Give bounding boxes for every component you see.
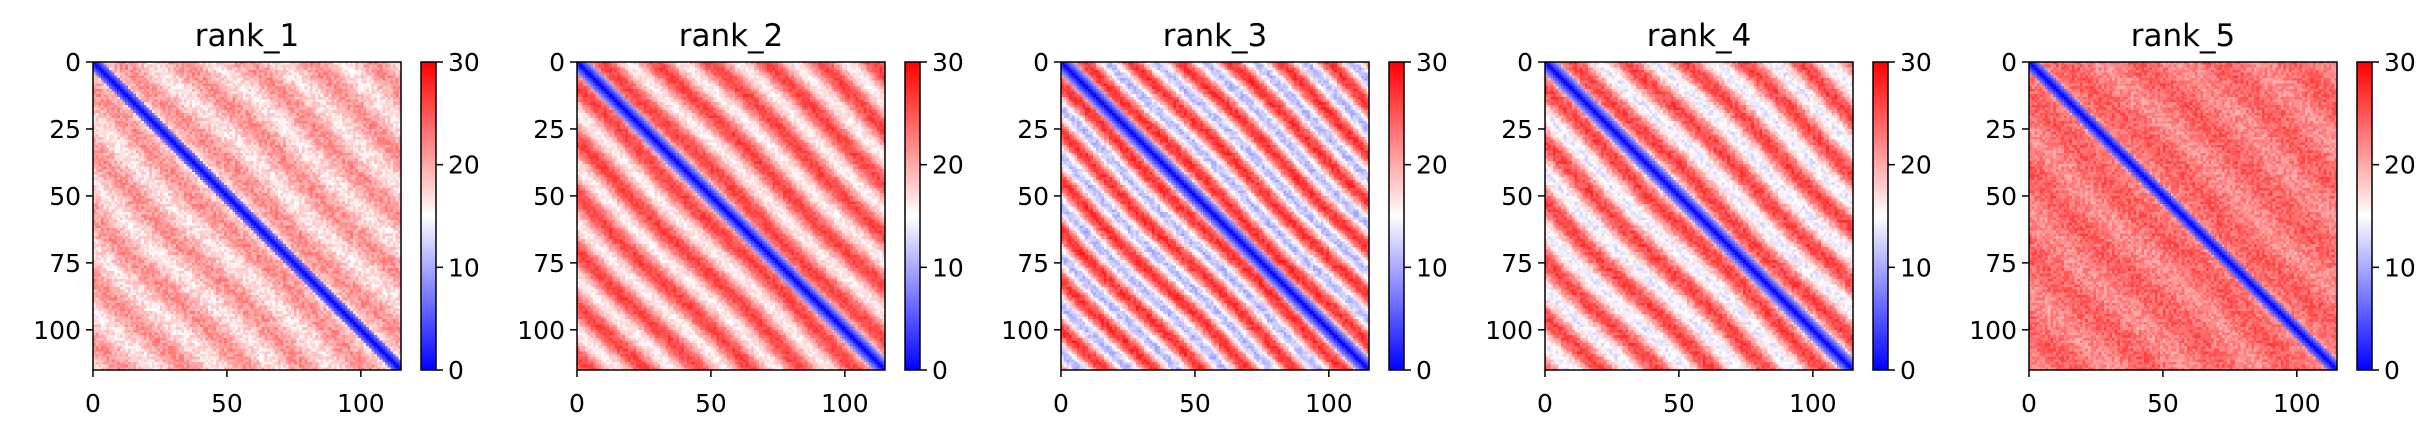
colorbar-tick-label: 0 — [932, 356, 948, 385]
y-tick-label: 100 — [517, 316, 565, 345]
panel-2: rank_2 0 50 100 0 25 50 75 100 0 10 20 30 — [517, 18, 964, 418]
axes-frame — [1060, 61, 1370, 371]
y-tick-label: 100 — [1485, 316, 1533, 345]
colorbar-tick-label: 30 — [448, 48, 480, 77]
x-tick-label: 0 — [1053, 389, 1069, 418]
panel-5: rank_5 0 50 100 0 25 50 75 100 0 10 20 30 — [1969, 18, 2416, 418]
heatmap-image — [2029, 62, 2337, 370]
y-tick-label: 100 — [1969, 316, 2017, 345]
colorbar — [905, 62, 920, 370]
y-tick-label: 0 — [2001, 48, 2017, 77]
colorbar — [1873, 62, 1888, 370]
y-tick-label: 75 — [49, 249, 81, 278]
colorbar-tick-label: 20 — [1416, 151, 1448, 180]
colorbar-tick-label: 30 — [1900, 48, 1932, 77]
colorbar — [2357, 62, 2372, 370]
x-tick-label: 100 — [337, 389, 385, 418]
colorbar — [1389, 62, 1404, 370]
y-tick-label: 25 — [1501, 115, 1533, 144]
colorbar-frame — [420, 61, 437, 371]
colorbar-tick-label: 30 — [932, 48, 964, 77]
y-tick-label: 75 — [1985, 249, 2017, 278]
colorbar-tick-label: 20 — [2384, 151, 2416, 180]
x-tick-label: 50 — [2147, 389, 2179, 418]
panel-title: rank_3 — [1163, 18, 1268, 54]
y-tick-label: 0 — [1517, 48, 1533, 77]
colorbar-frame — [1388, 61, 1405, 371]
panel-title: rank_5 — [2131, 18, 2236, 54]
colorbar-tick-label: 10 — [1416, 253, 1448, 282]
colorbar-tick-label: 0 — [1900, 356, 1916, 385]
y-tick-label: 100 — [33, 316, 81, 345]
colorbar-tick-label: 20 — [448, 151, 480, 180]
x-tick-label: 50 — [695, 389, 727, 418]
y-tick-label: 50 — [1017, 182, 1049, 211]
x-tick-label: 100 — [1789, 389, 1837, 418]
x-tick-label: 50 — [1179, 389, 1211, 418]
colorbar-frame — [2356, 61, 2373, 371]
colorbar-tick-label: 30 — [1416, 48, 1448, 77]
panel-title: rank_2 — [679, 18, 784, 54]
axes-frame — [2028, 61, 2338, 371]
y-tick-label: 50 — [49, 182, 81, 211]
colorbar-tick-label: 10 — [932, 253, 964, 282]
colorbar-tick-label: 0 — [448, 356, 464, 385]
y-tick-label: 50 — [533, 182, 565, 211]
colorbar-tick-label: 10 — [2384, 253, 2416, 282]
colorbar-tick-label: 10 — [1900, 253, 1932, 282]
x-tick-label: 50 — [211, 389, 243, 418]
axes-frame — [92, 61, 402, 371]
y-tick-label: 100 — [1001, 316, 1049, 345]
panel-4: rank_4 0 50 100 0 25 50 75 100 0 10 20 30 — [1485, 18, 1932, 418]
heatmap-image — [93, 62, 401, 370]
y-tick-label: 0 — [1033, 48, 1049, 77]
colorbar-tick-label: 20 — [932, 151, 964, 180]
x-tick-label: 100 — [1305, 389, 1353, 418]
panel-3: rank_3 0 50 100 0 25 50 75 100 0 10 20 30 — [1001, 18, 1448, 418]
colorbar-tick-label: 0 — [1416, 356, 1432, 385]
axes-frame — [1544, 61, 1854, 371]
colorbar-frame — [1872, 61, 1889, 371]
x-tick-label: 0 — [569, 389, 585, 418]
y-tick-label: 25 — [533, 115, 565, 144]
x-tick-label: 0 — [2021, 389, 2037, 418]
y-tick-label: 25 — [1017, 115, 1049, 144]
heatmap-image — [1545, 62, 1853, 370]
y-tick-label: 0 — [65, 48, 81, 77]
colorbar-tick-label: 0 — [2384, 356, 2400, 385]
x-tick-label: 100 — [2273, 389, 2321, 418]
colorbar — [421, 62, 436, 370]
panel-title: rank_4 — [1647, 18, 1752, 54]
heatmap-image — [1061, 62, 1369, 370]
x-tick-label: 100 — [821, 389, 869, 418]
axes-frame — [576, 61, 886, 371]
panel-1: rank_1 0 50 100 0 25 50 75 100 0 10 20 30 — [33, 18, 480, 418]
y-tick-label: 25 — [1985, 115, 2017, 144]
x-tick-label: 0 — [1537, 389, 1553, 418]
y-tick-label: 25 — [49, 115, 81, 144]
y-tick-label: 75 — [1017, 249, 1049, 278]
y-tick-label: 75 — [1501, 249, 1533, 278]
heatmap-image — [577, 62, 885, 370]
panel-title: rank_1 — [195, 18, 300, 54]
y-tick-label: 75 — [533, 249, 565, 278]
x-tick-label: 50 — [1663, 389, 1695, 418]
colorbar-frame — [904, 61, 921, 371]
y-tick-label: 50 — [1985, 182, 2017, 211]
colorbar-tick-label: 30 — [2384, 48, 2416, 77]
y-tick-label: 50 — [1501, 182, 1533, 211]
x-tick-label: 0 — [85, 389, 101, 418]
y-tick-label: 0 — [549, 48, 565, 77]
colorbar-tick-label: 10 — [448, 253, 480, 282]
colorbar-tick-label: 20 — [1900, 151, 1932, 180]
